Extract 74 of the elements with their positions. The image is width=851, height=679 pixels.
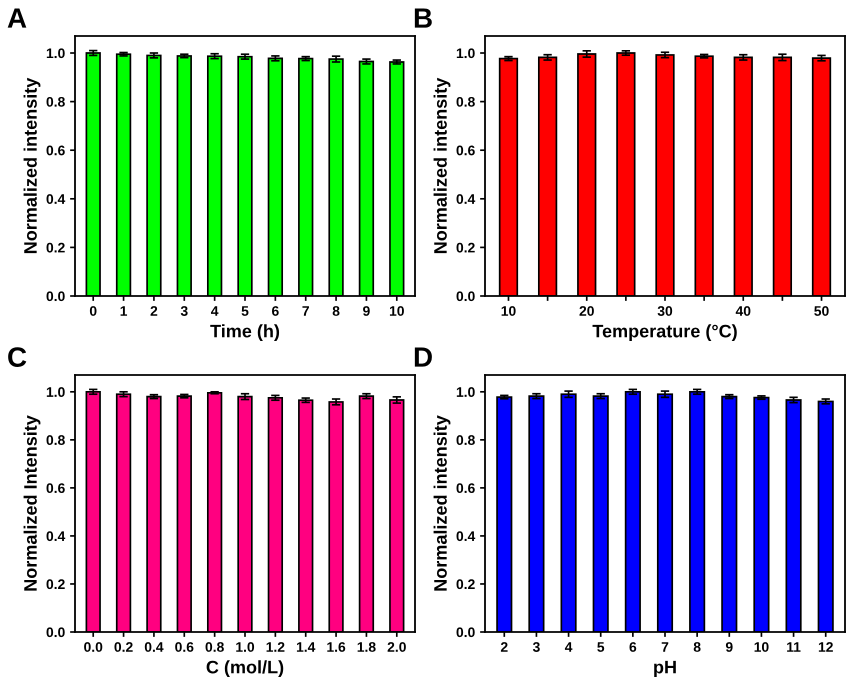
x-tick-label: 2 — [500, 642, 508, 652]
x-tick-label: 11 — [787, 642, 801, 652]
x-tick-label: 10 — [502, 306, 516, 316]
y-axis-title: Normalized intensity — [24, 78, 40, 254]
y-tick-label: 0.6 — [456, 146, 475, 156]
x-tick-label: 8 — [332, 306, 340, 316]
y-tick-label: 1.0 — [46, 387, 65, 397]
x-tick-label: 12 — [818, 642, 833, 652]
x-tick-label: 5 — [597, 642, 604, 652]
x-tick-label: 10 — [754, 642, 769, 652]
y-tick-label: 0.2 — [456, 579, 475, 590]
x-tick-label: 0.2 — [114, 642, 133, 652]
y-tick-label: 1.0 — [456, 48, 475, 58]
x-tick-label: 0.4 — [144, 642, 164, 652]
chart-title: B — [414, 8, 432, 28]
y-tick-label: 0.4 — [46, 194, 66, 204]
chart-title: D — [414, 348, 432, 367]
y-tick-label: 0.8 — [46, 96, 65, 107]
y-tick-label: 0.4 — [456, 531, 476, 542]
x-tick-label: 2 — [150, 306, 158, 316]
x-tick-label: 10 — [390, 306, 404, 316]
x-tick-label: 40 — [736, 306, 750, 316]
x-tick-label: 6 — [272, 306, 279, 316]
y-tick-label: 0.0 — [456, 291, 475, 302]
y-axis-title: Normalized Intensity — [24, 415, 40, 591]
x-tick-label: 4 — [210, 306, 218, 316]
x-tick-label: 7 — [302, 306, 309, 316]
x-tick-label: 2.0 — [388, 642, 406, 652]
y-tick-label: 0.4 — [456, 194, 476, 204]
y-tick-label: 0.8 — [46, 435, 65, 446]
x-tick-label: 1.8 — [358, 642, 376, 652]
x-tick-label: 6 — [630, 642, 636, 652]
x-tick-label: 50 — [814, 306, 829, 316]
y-tick-label: 0.8 — [456, 435, 475, 446]
y-tick-label: 0.6 — [456, 483, 475, 494]
x-tick-label: 5 — [242, 306, 248, 316]
x-tick-label: 30 — [658, 306, 672, 316]
x-tick-label: 0 — [90, 306, 97, 316]
x-tick-label: 9 — [363, 306, 370, 316]
x-tick-label: 7 — [662, 642, 668, 652]
x-tick-label: 8 — [694, 642, 701, 652]
chart-title: C — [8, 347, 26, 367]
y-tick-label: 0.0 — [46, 291, 65, 302]
x-tick-label: 1.2 — [266, 642, 284, 652]
x-tick-label: 3 — [180, 306, 188, 316]
y-tick-label: 0.0 — [456, 627, 475, 638]
y-tick-label: 0.2 — [456, 242, 475, 253]
x-tick-label: 1 — [120, 306, 128, 316]
y-tick-label: 0.6 — [46, 483, 65, 494]
y-tick-label: 0.4 — [46, 531, 66, 542]
y-axis-title: Normalized intensity — [434, 78, 450, 254]
y-axis-title: Normalized intensity — [434, 415, 450, 591]
y-tick-label: 1.0 — [46, 48, 65, 58]
y-tick-label: 0.0 — [46, 627, 65, 638]
x-axis-title: Time (h) — [210, 324, 280, 342]
x-tick-label: 4 — [564, 642, 572, 652]
x-tick-label: 1.0 — [236, 642, 254, 652]
x-axis-title: Temperature (°C) — [592, 324, 737, 342]
y-tick-label: 0.2 — [46, 242, 65, 253]
y-tick-label: 0.6 — [46, 146, 65, 156]
x-tick-label: 0.6 — [175, 642, 194, 652]
x-tick-label: 0.8 — [206, 642, 224, 652]
x-tick-label: 9 — [726, 642, 733, 652]
x-tick-label: 1.4 — [296, 642, 316, 652]
y-tick-label: 0.2 — [46, 579, 65, 590]
x-axis-title: C (mol/L) — [206, 660, 284, 678]
x-tick-label: 3 — [532, 642, 540, 652]
x-axis-title: pH — [654, 660, 676, 678]
y-tick-label: 0.8 — [456, 96, 475, 107]
x-tick-label: 20 — [579, 306, 594, 316]
y-tick-label: 1.0 — [456, 387, 475, 397]
x-tick-label: 0.0 — [84, 642, 102, 652]
x-tick-label: 1.6 — [327, 642, 346, 652]
chart-title: A — [8, 8, 26, 28]
